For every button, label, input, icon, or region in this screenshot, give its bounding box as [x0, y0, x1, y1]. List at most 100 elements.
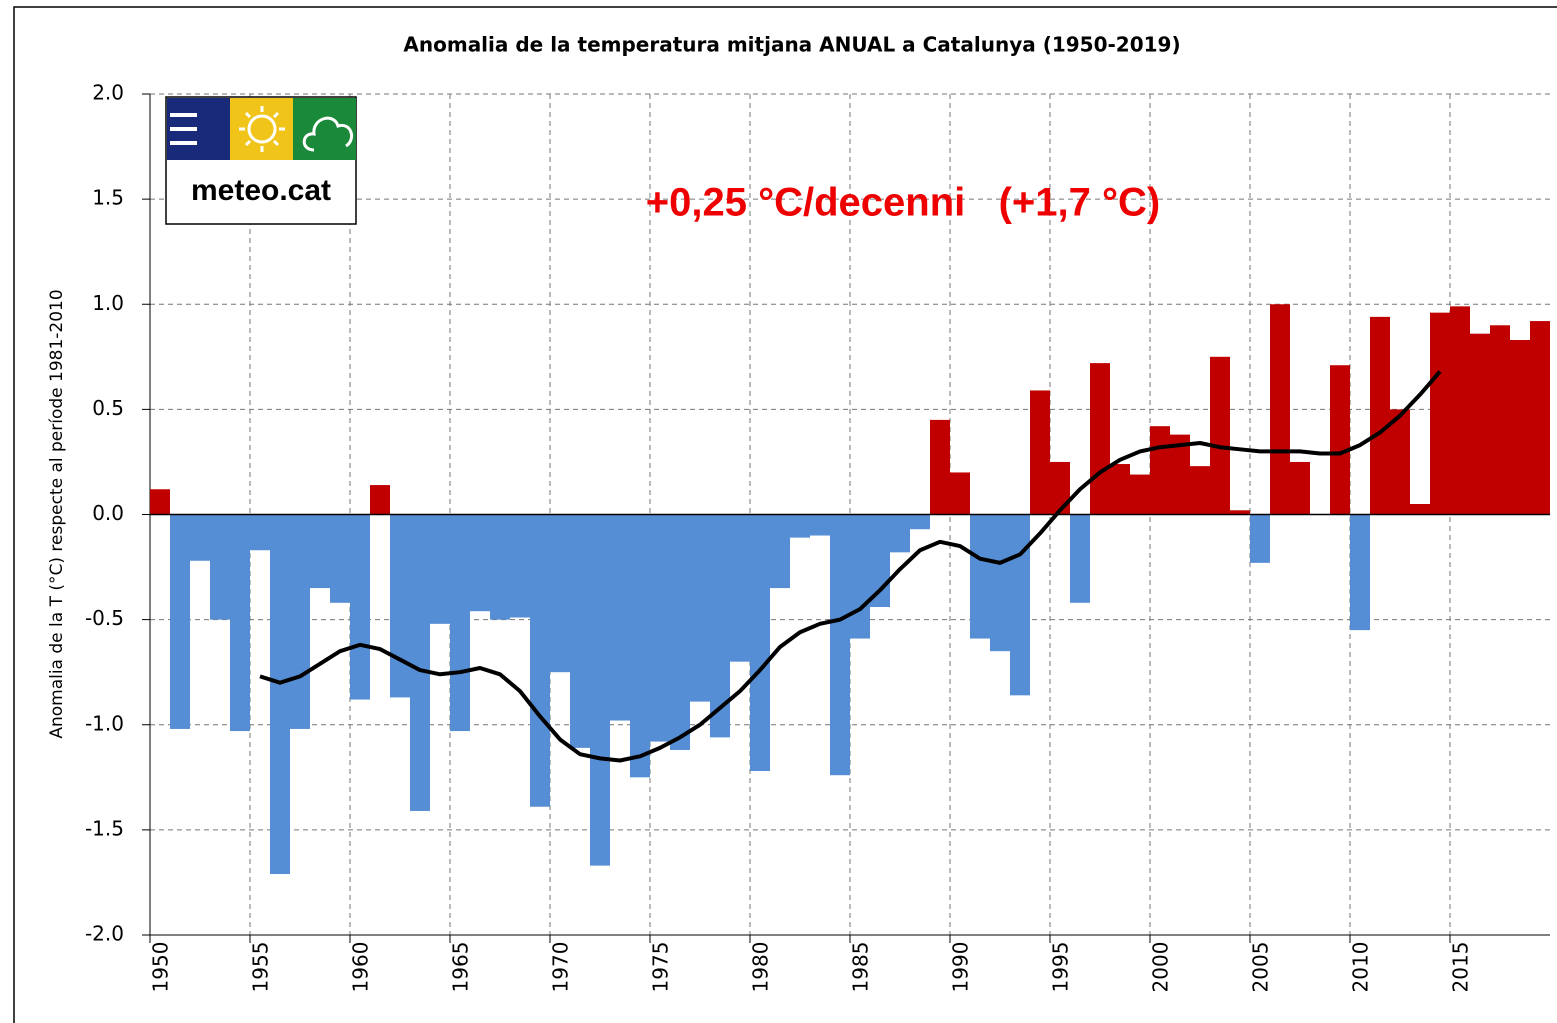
logo: meteo.cat	[165, 96, 357, 225]
bar	[770, 514, 790, 589]
bar	[830, 514, 850, 776]
y-tick-label: -1.5	[85, 816, 124, 840]
y-tick-label: -1.0	[85, 711, 124, 735]
bar	[990, 514, 1010, 652]
bar	[1370, 316, 1390, 515]
bar	[1430, 312, 1450, 515]
bar	[190, 514, 210, 561]
bar	[1450, 306, 1470, 515]
y-tick-label: 0.5	[92, 396, 124, 420]
bar	[490, 514, 510, 620]
y-tick-label: 2.0	[92, 81, 124, 105]
bar	[230, 514, 250, 732]
x-tick-label: 2000	[1149, 942, 1173, 993]
bar	[1330, 365, 1350, 515]
bar	[1090, 363, 1110, 515]
x-tick-label: 2010	[1349, 942, 1373, 993]
bar	[310, 514, 330, 589]
bar	[810, 514, 830, 536]
bar	[670, 514, 690, 750]
chart-title: Anomalia de la temperatura mitjana ANUAL…	[403, 33, 1180, 57]
x-tick-label: 1950	[149, 942, 173, 993]
bar	[470, 514, 490, 612]
bar	[1250, 514, 1270, 563]
bar	[1270, 304, 1290, 515]
bar	[650, 514, 670, 742]
bar	[390, 514, 410, 698]
bar	[350, 514, 370, 700]
bar	[1230, 510, 1250, 515]
logo-lines	[170, 113, 197, 145]
bar	[1210, 356, 1230, 515]
bar	[1390, 409, 1410, 515]
y-axis-label: Anomalia de la T (°C) respecte al períod…	[47, 289, 67, 738]
bar	[1110, 464, 1130, 515]
bar	[1490, 325, 1510, 515]
bar	[270, 514, 290, 875]
bar	[710, 514, 730, 738]
trend-annotation: +0,25 °C/decenni (+1,7 °C)	[646, 181, 1160, 225]
logo-green	[293, 98, 356, 160]
logo-text: meteo.cat	[191, 174, 331, 207]
bar	[1510, 339, 1530, 515]
bar	[1410, 503, 1430, 515]
bar	[1290, 461, 1310, 515]
bar	[1030, 390, 1050, 515]
bar	[610, 514, 630, 721]
x-tick-label: 1955	[249, 942, 273, 993]
bar	[590, 514, 610, 866]
bar	[1350, 514, 1370, 631]
bar	[450, 514, 470, 732]
bar	[210, 514, 230, 620]
bar	[690, 514, 710, 702]
x-tick-label: 1970	[549, 942, 573, 993]
bar	[1010, 514, 1030, 696]
bar	[950, 472, 970, 515]
bar	[970, 514, 990, 639]
y-tick-label: 1.5	[92, 186, 124, 210]
bar	[570, 514, 590, 748]
x-tick-label: 2015	[1449, 942, 1473, 993]
x-tick-label: 1995	[1049, 942, 1073, 993]
bar	[330, 514, 350, 603]
x-tick-label: 1990	[949, 942, 973, 993]
bar	[1050, 461, 1070, 515]
bar	[510, 514, 530, 618]
x-tick-label: 2005	[1249, 942, 1273, 993]
bar	[250, 514, 270, 551]
bar	[530, 514, 550, 807]
bar	[930, 419, 950, 515]
bar	[890, 514, 910, 553]
x-tick-label: 1980	[749, 942, 773, 993]
y-tick-label: -0.5	[85, 606, 124, 630]
marks-layer	[150, 304, 1550, 875]
x-tick-label: 1975	[649, 942, 673, 993]
bar	[170, 514, 190, 729]
logo-rays	[239, 106, 285, 152]
logo-cloud	[302, 116, 354, 152]
bar	[290, 514, 310, 729]
bar	[1190, 466, 1210, 515]
x-tick-label: 1965	[449, 942, 473, 993]
bar	[1530, 321, 1550, 515]
bar	[410, 514, 430, 811]
y-tick-label: 1.0	[92, 291, 124, 315]
smoothed-line	[259, 370, 1442, 763]
logo-sun	[247, 114, 277, 144]
bar	[910, 514, 930, 530]
page-frame	[13, 6, 1557, 1023]
bar	[1130, 474, 1150, 515]
x-tick-label: 1960	[349, 942, 373, 993]
bar	[550, 514, 570, 673]
bar	[430, 514, 450, 624]
bar	[150, 489, 170, 515]
x-tick-label: 1985	[849, 942, 873, 993]
bar	[1470, 333, 1490, 515]
bar	[370, 485, 390, 515]
bar	[870, 514, 890, 608]
bar	[750, 514, 770, 772]
y-tick-label: -2.0	[85, 922, 124, 946]
bar	[1170, 434, 1190, 515]
bar	[630, 514, 650, 778]
